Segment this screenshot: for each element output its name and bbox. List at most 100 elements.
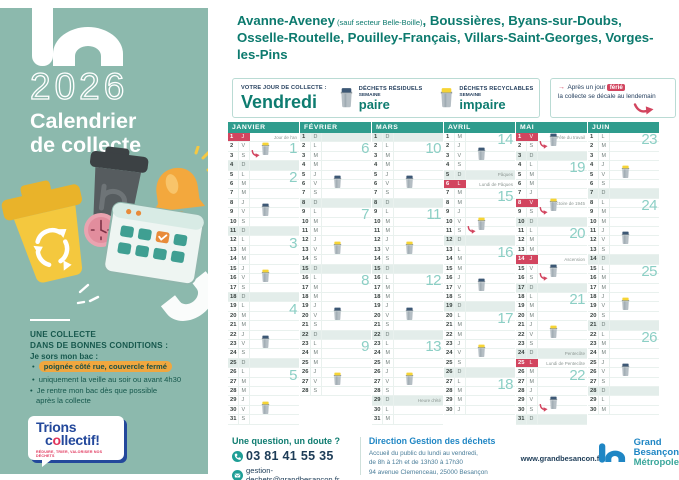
day-cells: 28 S (372, 386, 394, 396)
weekday-letter: J (241, 134, 245, 140)
weekday-letter: S (383, 386, 394, 396)
weekday-letter: S (383, 321, 394, 330)
day-cells: 23 J (444, 339, 466, 349)
day-number: 14 (444, 255, 455, 264)
day-row: 29 V (516, 396, 587, 413)
weekday-letter: V (383, 180, 394, 189)
day-number: 5 (228, 170, 239, 180)
month-column-3: MARS 1 D 2 L 3 M 4 M 5 J 6 V 7 S 8 D 9 L 10 M 11 M 12 J 13 V 14 S 15 D… (372, 122, 443, 425)
day-row: 15 L (588, 264, 659, 275)
day-number: 12 (444, 236, 455, 245)
day-content (394, 321, 443, 329)
day-row: 15 M (444, 264, 515, 275)
weekday-letter: S (239, 349, 250, 358)
weekday-letter: S (311, 189, 322, 198)
weekday-letter: M (383, 283, 394, 292)
day-row: 30 S (516, 405, 587, 416)
day-content (538, 312, 587, 320)
day-cells: 25 J (588, 358, 610, 368)
day-number: 14 (228, 255, 239, 264)
email-address[interactable]: gestion-dechets@grandbesancon.fr (246, 466, 340, 480)
day-row: 26 D (444, 368, 515, 378)
day-cells: 10 M (300, 217, 322, 227)
day-cells: 12 J (300, 236, 322, 245)
day-content (250, 269, 299, 282)
day-number: 23 (300, 339, 311, 349)
day-content (322, 236, 371, 244)
weekday-letter: J (455, 208, 466, 217)
day-number: 2 (228, 142, 239, 151)
day-row: 10 D (516, 217, 587, 228)
weekday-letter: M (239, 255, 250, 264)
day-content (394, 372, 443, 386)
day-row: 28 M (444, 386, 515, 397)
week-number: 20 (569, 225, 585, 243)
weekday-letter: J (455, 274, 466, 283)
day-number: 10 (300, 217, 311, 227)
collectif-word: collectif! (45, 432, 100, 448)
day-cells: 19 L (228, 302, 250, 311)
day-cells: 16 M (588, 274, 610, 283)
day-number: 1 (230, 134, 234, 140)
holiday-label: Pentecôte (564, 351, 585, 357)
day-row: 30 M (588, 405, 659, 416)
collection-info-bar: VOTRE JOUR DE COLLECTE : Vendredi DÉCHET… (232, 78, 540, 118)
week-number: 13 (425, 338, 441, 356)
holiday-day-cells: 25 L (516, 358, 538, 368)
day-number: 24 (516, 349, 527, 358)
collection-bin (404, 307, 415, 321)
day-content (250, 415, 299, 423)
residual-bin-icon (549, 133, 558, 146)
day-content (466, 293, 515, 301)
week-number: 10 (425, 140, 441, 158)
calendar-card-icon (103, 201, 205, 286)
day-cells: 11 S (444, 227, 466, 236)
day-content (610, 406, 659, 414)
day-number: 21 (444, 321, 455, 330)
website-link[interactable]: www.grandbesancon.fr (520, 454, 603, 463)
shift-arrow-icon (539, 404, 548, 413)
day-row: 14 D (588, 255, 659, 265)
day-number: 2 (372, 142, 383, 151)
day-row: 10 M (372, 217, 443, 228)
conditions-intro: Je sors mon bac : (30, 352, 99, 361)
day-cells: 25 M (372, 358, 394, 368)
day-cells: 29 L (588, 396, 610, 405)
day-cells: 24 M (372, 349, 394, 358)
day-row: 14 M (444, 255, 515, 265)
day-row: 18 M (300, 292, 371, 303)
weekday-letter: L (383, 405, 394, 415)
day-row: 25 M (300, 358, 371, 369)
weekday-letter: M (383, 227, 394, 236)
day-number: 28 (444, 386, 455, 396)
day-cells: 20 V (372, 311, 394, 321)
weekday-letter: L (455, 377, 466, 386)
day-cells: 12 L (228, 236, 250, 245)
day-row: 20 M (516, 311, 587, 322)
day-content (250, 396, 299, 404)
day-content (394, 302, 443, 310)
day-content (538, 396, 587, 413)
day-number: 6 (300, 180, 311, 189)
day-number: 17 (228, 283, 239, 292)
day-number: 12 (516, 236, 527, 245)
condition-text: Je rentre mon bac dès que possible (36, 385, 158, 395)
weekday-letter: S (311, 386, 322, 396)
day-row: 10 M (300, 217, 371, 228)
weekday-letter: D (311, 264, 322, 274)
day-number: 9 (372, 208, 383, 217)
day-content (250, 255, 299, 263)
